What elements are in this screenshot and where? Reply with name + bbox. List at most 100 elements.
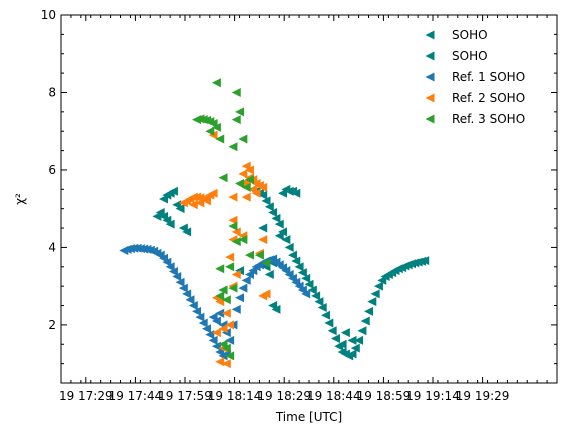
data-point-series-2 [178,283,188,293]
y-tick-label: 8 [48,85,56,99]
data-point-series-4 [238,134,248,144]
x-tick-label: 19 19:29 [456,389,510,403]
data-point-series-3 [211,328,221,338]
x-tick-label: 19 17:29 [59,389,113,403]
data-point-series-4 [231,115,241,125]
data-point-series-2 [241,275,251,285]
legend-label: SOHO [452,49,488,63]
data-point-series-1 [182,227,192,237]
data-point-series-1 [165,219,175,229]
data-point-series-3 [244,165,254,175]
data-point-series-0 [357,326,367,336]
data-point-series-0 [311,291,321,301]
data-point-series-4 [261,258,271,268]
data-point-series-2 [195,312,205,322]
legend-label: Ref. 1 SOHO [452,70,525,84]
y-tick-label: 10 [41,8,56,22]
data-point-series-0 [301,273,311,283]
data-point-series-0 [370,289,380,299]
legend-label: Ref. 2 SOHO [452,91,525,105]
data-point-series-4 [215,134,225,144]
x-tick-label: 19 18:59 [357,389,411,403]
data-point-series-4 [235,179,245,189]
data-point-series-0 [347,349,357,359]
data-point-series-2 [201,324,211,334]
data-point-series-3 [218,324,228,334]
data-point-series-4 [228,142,238,152]
data-point-series-0 [304,279,314,289]
data-point-series-3 [225,252,235,262]
data-point-series-0 [317,302,327,312]
legend-marker [425,51,435,61]
data-point-series-2 [208,312,218,322]
x-tick-label: 19 18:29 [257,389,311,403]
data-points [119,78,430,369]
data-point-series-3 [215,357,225,367]
legend-marker [425,114,435,124]
data-point-series-4 [205,126,215,136]
data-point-series-1 [175,204,185,214]
data-point-series-4 [218,285,228,295]
data-point-series-2 [215,308,225,318]
data-point-series-3 [231,270,241,280]
data-point-series-2 [208,335,218,345]
data-point-series-0 [373,281,383,291]
legend-label: Ref. 3 SOHO [452,112,525,126]
data-point-series-0 [420,256,430,266]
data-point-series-0 [354,335,364,345]
legend-marker [425,93,435,103]
data-point-series-0 [258,190,268,200]
data-point-series-3 [225,320,235,330]
data-point-series-0 [271,213,281,223]
x-tick-label: 19 18:14 [208,389,262,403]
data-point-series-3 [238,169,248,179]
data-point-series-2 [235,293,245,303]
data-point-series-4 [231,87,241,97]
data-point-series-3 [215,297,225,307]
legend-label: SOHO [452,28,488,42]
data-point-series-0 [264,202,274,212]
data-point-series-0 [287,250,297,260]
data-point-series-0 [294,262,304,272]
data-point-series-4 [221,343,231,353]
y-tick-label: 2 [48,318,56,332]
data-point-series-2 [188,301,198,311]
data-point-series-3 [178,198,188,208]
data-point-series-2 [225,335,235,345]
data-point-series-0 [291,256,301,266]
data-point-series-1 [168,186,178,196]
data-point-series-0 [360,316,370,326]
x-axis-label: Time [UTC] [275,410,342,424]
data-point-series-0 [350,343,360,353]
data-point-series-1 [264,270,274,280]
data-point-series-2 [192,306,202,316]
data-point-series-3 [188,200,198,210]
data-point-series-0 [307,285,317,295]
data-point-series-3 [251,188,261,198]
data-point-series-4 [241,182,251,192]
data-point-series-4 [244,250,254,260]
data-point-series-3 [221,308,231,318]
data-point-series-3 [195,198,205,208]
data-point-series-3 [258,235,268,245]
data-point-series-2 [172,271,182,281]
data-point-series-3 [258,182,268,192]
data-point-series-4 [244,175,254,185]
data-point-series-2 [185,295,195,305]
x-tick-label: 19 17:44 [109,389,163,403]
data-point-series-4 [254,250,264,260]
plot-frame [60,14,558,384]
data-point-series-0 [327,326,337,336]
data-point-series-4 [225,351,235,361]
data-point-series-0 [324,318,334,328]
data-point-series-4 [238,235,248,245]
data-point-series-2 [162,257,172,267]
data-point-series-1 [291,188,301,198]
data-point-series-1 [152,211,162,221]
data-point-series-4 [215,264,225,274]
data-point-series-4 [231,237,241,247]
data-point-series-2 [168,266,178,276]
data-point-series-4 [215,291,225,301]
data-point-series-0 [297,268,307,278]
